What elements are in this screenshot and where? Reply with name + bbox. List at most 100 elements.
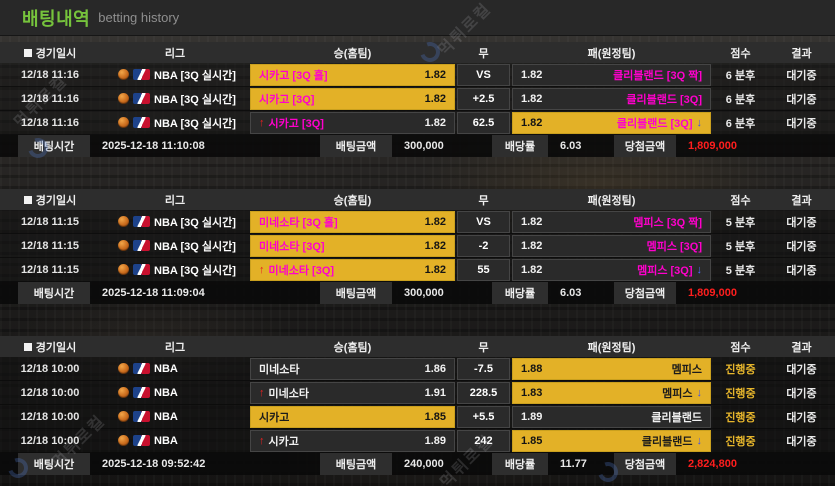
odds-rate-value: 11.77 — [560, 458, 587, 470]
away-pick-cell[interactable]: 1.83 멤피스 ↓ — [512, 381, 711, 404]
handicap-cell[interactable]: +2.5 — [457, 87, 510, 110]
result-cell: 대기중 — [786, 363, 817, 376]
away-odds: 1.88 — [521, 362, 543, 375]
league-cell: NBA — [100, 411, 250, 423]
bet-row: 12/18 11:16 NBA [3Q 실시간] ↑시카고 [3Q] 1.82 … — [0, 87, 835, 111]
league-name: NBA [3Q 실시간] — [154, 216, 236, 229]
away-pick-cell[interactable]: 1.82 클리블랜드 [3Q 짝]↓ — [512, 63, 711, 86]
home-team-name: 시카고 — [259, 411, 290, 424]
handicap-cell[interactable]: VS — [457, 210, 510, 233]
odds-rate-value: 6.03 — [560, 287, 582, 299]
bet-group: 경기일시 리그 승(홈팀) 무 패(원정팀) 점수 결과 12/18 10:00… — [0, 336, 835, 475]
away-pick-cell[interactable]: 1.85 클리블랜드 ↓ — [512, 429, 711, 452]
column-header-home: 승(홈팀) — [333, 47, 372, 60]
home-odds: 1.89 — [424, 434, 446, 447]
away-pick-cell[interactable]: 1.82 멤피스 [3Q]↓ — [512, 234, 711, 257]
away-odds: 1.89 — [521, 410, 543, 423]
home-team-name: 미네소타 [3Q] — [268, 264, 335, 277]
bet-rows: 12/18 10:00 NBA ↑미네소타 1.86 -7.5 1.88 멤피스… — [0, 357, 835, 453]
away-odds: 1.85 — [521, 434, 543, 447]
bet-rows: 12/18 11:15 NBA [3Q 실시간] ↑미네소타 [3Q 홀] 1.… — [0, 210, 835, 282]
score-cell: 6 분후 — [725, 69, 756, 82]
page-subtitle: betting history — [98, 10, 180, 25]
handicap-cell[interactable]: VS — [457, 63, 510, 86]
basketball-icon — [118, 264, 129, 275]
home-team-name: 시카고 [3Q 홀] — [259, 69, 328, 82]
nba-logo-icon — [133, 264, 150, 275]
odds-up-arrow-icon: ↑ — [259, 116, 265, 129]
home-odds: 1.82 — [424, 263, 446, 276]
score-cell: 5 분후 — [725, 264, 756, 277]
away-pick-cell[interactable]: 1.89 클리블랜드↓ — [512, 405, 711, 428]
handicap-cell[interactable]: 55 — [457, 258, 510, 281]
away-team-name: 멤피스 [3Q] — [646, 240, 702, 253]
home-team-name: 시카고 [3Q] — [268, 117, 324, 130]
away-pick-cell[interactable]: 1.82 클리블랜드 [3Q]↓ — [512, 87, 711, 110]
away-pick-cell[interactable]: 1.82 클리블랜드 [3Q]↓ — [512, 111, 711, 134]
home-pick-cell[interactable]: ↑미네소타 [3Q] 1.82 — [250, 234, 455, 257]
game-datetime: 12/18 10:00 — [20, 362, 80, 375]
win-amount-value: 1,809,000 — [688, 140, 737, 152]
handicap-cell[interactable]: -2 — [457, 234, 510, 257]
home-pick-cell[interactable]: ↑시카고 [3Q] 1.82 — [250, 87, 455, 110]
away-odds: 1.82 — [521, 68, 543, 81]
home-team-name: 시카고 [3Q] — [259, 93, 315, 106]
nba-logo-icon — [133, 435, 150, 446]
away-team-name: 멤피스 [3Q 짝] — [633, 216, 702, 229]
home-pick-cell[interactable]: ↑시카고 1.85 — [250, 405, 455, 428]
home-pick-cell[interactable]: ↑시카고 [3Q] 1.82 — [250, 111, 455, 134]
result-cell: 대기중 — [786, 264, 817, 277]
bet-amount-label: 배팅금액 — [320, 282, 392, 304]
basketball-icon — [118, 435, 129, 446]
handicap-cell[interactable]: 62.5 — [457, 111, 510, 134]
home-pick-cell[interactable]: ↑미네소타 [3Q] 1.82 — [250, 258, 455, 281]
home-pick-cell[interactable]: ↑미네소타 [3Q 홀] 1.82 — [250, 210, 455, 233]
bet-time-label: 배팅시간 — [18, 135, 90, 157]
win-amount-label: 당첨금액 — [614, 282, 676, 304]
nba-logo-icon — [133, 411, 150, 422]
home-pick-cell[interactable]: ↑ 미네소타 1.91 — [250, 381, 455, 404]
handicap-cell[interactable]: 242 — [457, 429, 510, 452]
home-odds: 1.85 — [424, 410, 446, 423]
home-odds: 1.86 — [424, 362, 446, 375]
bet-time-value: 2025-12-18 09:52:42 — [102, 458, 206, 470]
bet-amount-value: 240,000 — [404, 458, 444, 470]
odds-up-arrow-icon: ↑ — [259, 386, 265, 399]
nba-logo-icon — [133, 363, 150, 374]
handicap-cell[interactable]: -7.5 — [457, 357, 510, 380]
away-pick-cell[interactable]: 1.82 멤피스 [3Q]↓ — [512, 258, 711, 281]
home-team-name: 미네소타 — [259, 363, 300, 376]
league-cell: NBA [3Q 실시간] — [100, 238, 250, 254]
column-header-league: 리그 — [164, 47, 186, 60]
bet-summary: 배팅시간 2025-12-18 09:52:42 배팅금액 240,000 배당… — [0, 453, 835, 475]
away-odds: 1.82 — [521, 116, 543, 129]
column-header-draw: 무 — [478, 194, 489, 207]
odds-rate-label: 배당률 — [492, 135, 548, 157]
column-header-result: 결과 — [791, 47, 812, 60]
bet-time-label: 배팅시간 — [18, 453, 90, 475]
select-checkbox[interactable] — [23, 48, 32, 57]
odds-rate-label: 배당률 — [492, 453, 548, 475]
league-name: NBA [3Q 실시간] — [154, 93, 236, 106]
select-checkbox[interactable] — [23, 342, 32, 351]
league-name: NBA — [154, 434, 178, 447]
column-header-league: 리그 — [164, 341, 186, 354]
home-pick-cell[interactable]: ↑미네소타 1.86 — [250, 357, 455, 380]
basketball-icon — [118, 411, 129, 422]
column-header-draw: 무 — [478, 341, 489, 354]
column-header-away: 패(원정팀) — [587, 341, 636, 354]
table-header: 경기일시 리그 승(홈팀) 무 패(원정팀) 점수 결과 — [0, 336, 835, 357]
handicap-cell[interactable]: +5.5 — [457, 405, 510, 428]
odds-rate-value: 6.03 — [560, 140, 582, 152]
home-pick-cell[interactable]: ↑ 시카고 1.89 — [250, 429, 455, 452]
select-checkbox[interactable] — [23, 195, 32, 204]
basketball-icon — [118, 69, 129, 80]
bet-time-value: 2025-12-18 11:10:08 — [102, 140, 205, 152]
bet-time-value: 2025-12-18 11:09:04 — [102, 287, 205, 299]
handicap-cell[interactable]: 228.5 — [457, 381, 510, 404]
basketball-icon — [118, 363, 129, 374]
away-pick-cell[interactable]: 1.82 멤피스 [3Q 짝]↓ — [512, 210, 711, 233]
away-pick-cell[interactable]: 1.88 멤피스↓ — [512, 357, 711, 380]
home-pick-cell[interactable]: ↑시카고 [3Q 홀] 1.82 — [250, 63, 455, 86]
bet-summary: 배팅시간 2025-12-18 11:10:08 배팅금액 300,000 배당… — [0, 135, 835, 157]
